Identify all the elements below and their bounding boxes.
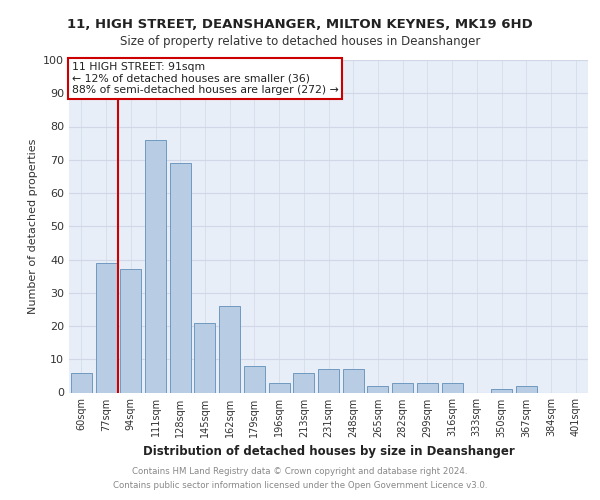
Bar	[318, 369, 339, 392]
Text: 11, HIGH STREET, DEANSHANGER, MILTON KEYNES, MK19 6HD: 11, HIGH STREET, DEANSHANGER, MILTON KEY…	[67, 18, 533, 30]
Y-axis label: Number of detached properties: Number of detached properties	[28, 138, 38, 314]
Bar	[417, 382, 438, 392]
Bar	[491, 389, 512, 392]
Bar	[442, 382, 463, 392]
Text: Contains public sector information licensed under the Open Government Licence v3: Contains public sector information licen…	[113, 481, 487, 490]
Bar	[120, 270, 141, 392]
Bar	[145, 140, 166, 392]
Bar	[293, 372, 314, 392]
Bar	[367, 386, 388, 392]
Bar	[269, 382, 290, 392]
Bar	[244, 366, 265, 392]
Bar	[95, 263, 116, 392]
X-axis label: Distribution of detached houses by size in Deanshanger: Distribution of detached houses by size …	[143, 445, 514, 458]
Text: Contains HM Land Registry data © Crown copyright and database right 2024.: Contains HM Land Registry data © Crown c…	[132, 467, 468, 476]
Bar	[170, 163, 191, 392]
Bar	[343, 369, 364, 392]
Bar	[516, 386, 537, 392]
Bar	[219, 306, 240, 392]
Text: Size of property relative to detached houses in Deanshanger: Size of property relative to detached ho…	[120, 35, 480, 48]
Bar	[71, 372, 92, 392]
Text: 11 HIGH STREET: 91sqm
← 12% of detached houses are smaller (36)
88% of semi-deta: 11 HIGH STREET: 91sqm ← 12% of detached …	[71, 62, 338, 95]
Bar	[194, 322, 215, 392]
Bar	[392, 382, 413, 392]
